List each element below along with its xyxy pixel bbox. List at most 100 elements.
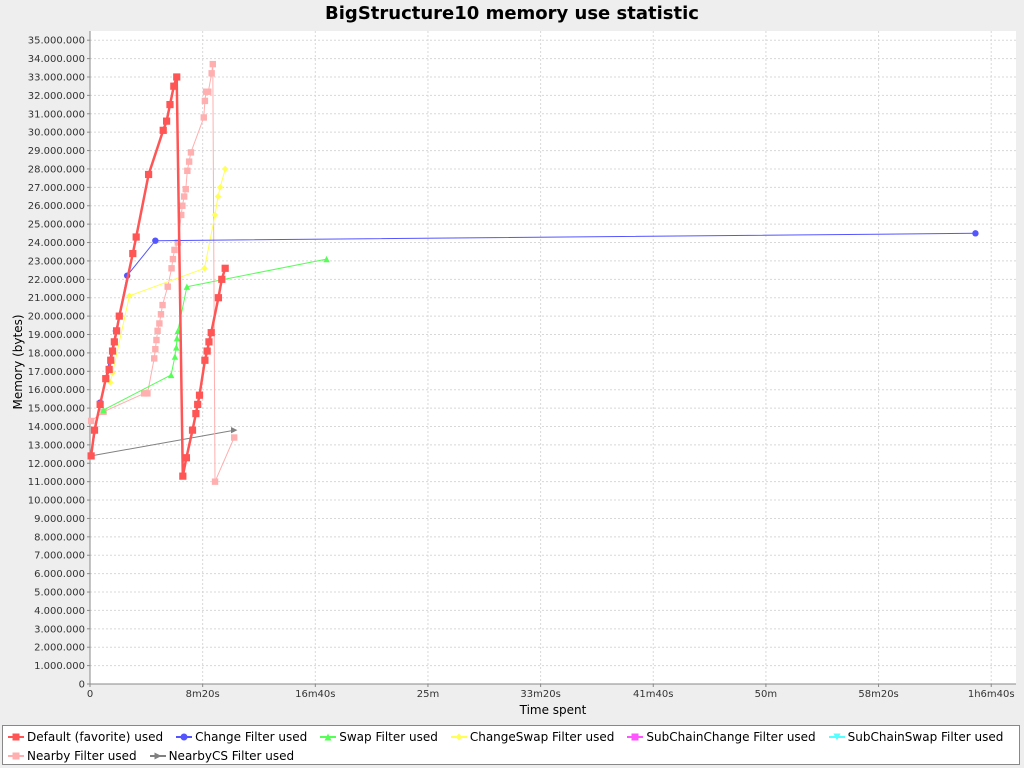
data-point — [159, 301, 166, 309]
x-tick-labels: 0 8m20s 16m40s 25m 33m20s 41m40s 50m 58m20s 1h6m… — [87, 689, 1015, 700]
data-point — [159, 126, 167, 134]
y-tick-label: 1.000.000 — [34, 661, 85, 672]
y-tick-label: 34.000.000 — [28, 54, 85, 65]
x-tick-label: 41m40s — [633, 689, 673, 700]
legend-swatch — [176, 733, 193, 740]
y-tick-label: 5.000.000 — [34, 588, 85, 599]
data-point — [192, 410, 200, 418]
data-point — [203, 347, 211, 355]
data-point — [110, 338, 118, 346]
legend-item: SubChainChange Filter used — [626, 727, 816, 746]
data-point — [221, 264, 229, 272]
data-point — [173, 73, 181, 81]
legend-label: Default (favorite) used — [27, 729, 164, 744]
data-point — [201, 97, 209, 105]
legend-swatch — [8, 733, 24, 740]
x-tick-label: 8m20s — [186, 689, 220, 700]
data-point — [102, 375, 110, 383]
legend-item: SubChainSwap Filter used — [828, 727, 1004, 746]
data-point — [180, 193, 188, 200]
data-point — [87, 417, 95, 425]
y-tick-label: 28.000.000 — [28, 164, 85, 175]
data-point — [151, 355, 158, 362]
data-point — [188, 426, 197, 434]
data-point — [105, 365, 113, 374]
legend-marker — [12, 752, 20, 759]
data-point — [200, 114, 207, 121]
data-point — [230, 434, 238, 441]
data-point — [207, 329, 215, 337]
series-layer — [87, 60, 979, 485]
data-point — [211, 211, 219, 219]
series-line — [103, 258, 327, 411]
y-tick-label: 35.000.000 — [28, 36, 85, 47]
data-point — [184, 167, 191, 174]
data-point — [153, 336, 160, 344]
y-tick-label: 3.000.000 — [34, 624, 85, 635]
data-point — [144, 170, 153, 179]
legend-item: ChangeSwap Filter used — [450, 727, 615, 746]
chart-canvas: BigStructure10 memory use statistic 0 1.0… — [11, 3, 1016, 717]
series-default-favorite-used — [87, 73, 229, 480]
x-tick-label: 0 — [87, 689, 93, 700]
y-tick-label: 25.000.000 — [28, 220, 85, 231]
chart-title: BigStructure10 memory use statistic — [325, 3, 699, 24]
data-point — [129, 249, 137, 258]
y-tick-label: 13.000.000 — [28, 440, 85, 451]
y-axis-label: Memory (bytes) — [11, 314, 25, 409]
data-point — [152, 346, 159, 353]
legend-marker — [12, 733, 20, 740]
data-point — [90, 426, 99, 434]
data-point — [185, 158, 193, 165]
data-point — [205, 88, 212, 95]
y-tick-label: 23.000.000 — [28, 256, 85, 267]
data-point — [214, 294, 223, 302]
data-point — [163, 117, 171, 125]
data-point — [156, 320, 163, 327]
legend-marker — [631, 733, 639, 740]
data-point — [182, 454, 191, 462]
data-point — [107, 379, 114, 386]
x-tick-label: 1h6m40s — [968, 689, 1015, 700]
data-point — [107, 356, 115, 364]
data-point — [218, 275, 226, 283]
data-point — [152, 237, 159, 244]
legend-label: ChangeSwap Filter used — [469, 729, 615, 744]
legend-item: Nearby Filter used — [7, 746, 137, 765]
y-tick-label: 29.000.000 — [28, 146, 85, 157]
x-axis-label: Time spent — [519, 703, 587, 717]
x-tick-label: 58m20s — [858, 689, 898, 700]
legend-swatch — [450, 733, 467, 740]
legend-label: SubChainSwap Filter used — [847, 729, 1004, 744]
data-point — [169, 255, 177, 263]
y-tick-label: 10.000.000 — [28, 496, 85, 507]
y-tick-label: 14.000.000 — [28, 422, 85, 433]
data-point — [166, 100, 174, 109]
x-tick-label: 25m — [417, 689, 439, 700]
data-point — [140, 390, 148, 397]
data-point — [171, 246, 178, 254]
data-point — [201, 265, 208, 272]
data-point — [221, 165, 229, 173]
data-point — [87, 452, 95, 460]
data-point — [100, 406, 107, 414]
legend-marker — [455, 733, 463, 740]
data-point — [214, 193, 222, 200]
data-point — [182, 185, 189, 193]
y-tick-label: 32.000.000 — [28, 91, 85, 102]
legend-marker — [154, 752, 162, 759]
legend-swatch — [828, 733, 845, 740]
y-tick-label: 33.000.000 — [28, 72, 85, 83]
y-tick-labels: 0 1.000.000 2.000.000 3.000.000 4.000.000 5.0… — [28, 36, 85, 691]
legend-label: SubChainChange Filter used — [646, 729, 816, 744]
legend-label: Nearby Filter used — [27, 748, 137, 763]
y-tick-label: 11.000.000 — [28, 477, 85, 488]
data-point — [174, 239, 182, 246]
y-tick-label: 8.000.000 — [34, 532, 85, 543]
data-point — [178, 211, 185, 219]
series-line — [91, 429, 235, 457]
data-point — [167, 371, 175, 379]
y-tick-label: 7.000.000 — [34, 551, 85, 562]
y-tick-label: 19.000.000 — [28, 330, 85, 341]
y-tick-label: 16.000.000 — [28, 385, 85, 396]
